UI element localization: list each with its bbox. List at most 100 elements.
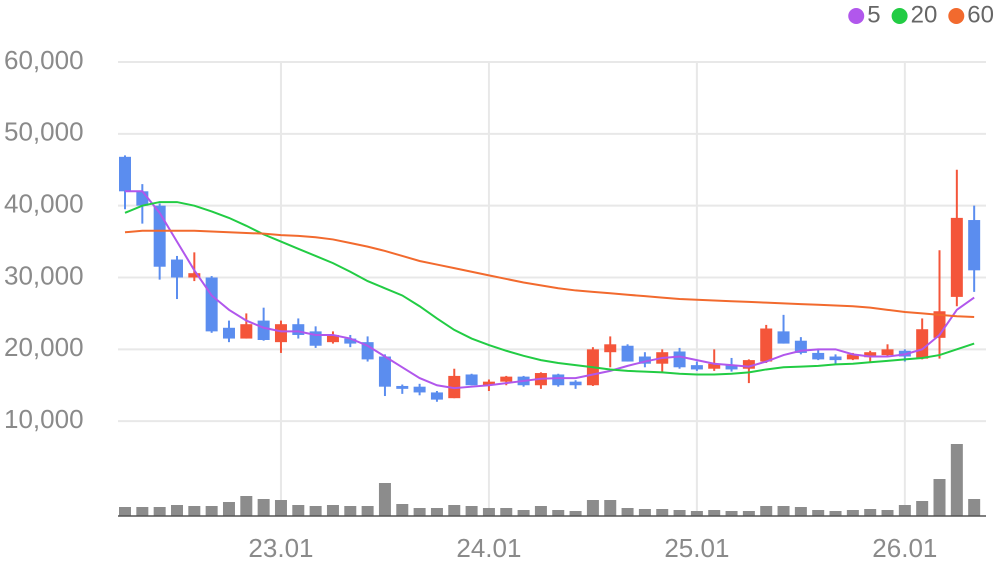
candle-body	[413, 386, 426, 393]
candle-body	[257, 320, 270, 340]
candle-body	[170, 259, 183, 278]
candle-body	[153, 205, 166, 267]
candle-body	[326, 334, 339, 343]
x-tick-label: 24.01	[456, 533, 521, 563]
volume-bar	[760, 506, 773, 516]
volume-bar	[292, 505, 305, 516]
volume-bar	[829, 511, 842, 516]
volume-bar	[638, 509, 651, 516]
volume-bar	[517, 510, 530, 516]
x-tick-label: 23.01	[248, 533, 313, 563]
volume-bar	[500, 508, 513, 516]
candle-body	[465, 374, 478, 386]
volume-bar	[119, 507, 131, 516]
volume-bar	[413, 508, 426, 516]
candle-body	[448, 375, 461, 399]
candle-body	[673, 351, 686, 368]
candle-body	[292, 324, 305, 335]
legend-marker	[848, 8, 865, 24]
volume-bar	[448, 505, 461, 516]
volume-bar	[465, 506, 478, 516]
volume-bar	[326, 505, 339, 516]
y-tick-label: 10,000	[4, 404, 84, 434]
candle-body	[812, 352, 825, 360]
candle-body	[188, 273, 201, 278]
volume-bar	[153, 507, 166, 516]
y-tick-label: 60,000	[4, 45, 84, 75]
volume-bar	[881, 510, 894, 516]
candle-body	[881, 349, 894, 356]
volume-bar	[534, 506, 547, 516]
volume-bar	[309, 506, 322, 516]
candle-body	[205, 277, 218, 332]
volume-bar	[569, 511, 582, 516]
candle-body	[950, 217, 963, 297]
volume-bar	[673, 510, 686, 516]
volume-bar	[482, 508, 495, 516]
candle-body	[864, 352, 877, 358]
legend-label: 5	[867, 1, 880, 28]
candle-body	[430, 392, 443, 400]
legend-marker	[948, 8, 965, 24]
volume-bar	[933, 479, 946, 516]
volume-bar	[430, 508, 443, 516]
ma-line	[124, 201, 975, 376]
volume-bar	[708, 510, 721, 516]
volume-bar	[274, 500, 287, 516]
candle-body	[690, 365, 703, 370]
volume-bar	[222, 502, 235, 516]
volume-bar	[656, 509, 669, 516]
x-tick-label: 25.01	[664, 533, 729, 563]
volume-bar	[864, 509, 877, 516]
volume-bar	[742, 511, 755, 516]
volume-bar	[725, 511, 738, 516]
volume-bar	[916, 501, 929, 516]
volume-bar	[586, 500, 599, 516]
candle-body	[725, 365, 738, 370]
candle-body	[222, 327, 235, 339]
volume-bar	[257, 499, 270, 516]
y-tick-label: 20,000	[4, 332, 84, 362]
candle-body	[916, 329, 929, 359]
candle-body	[621, 345, 634, 362]
candle-body	[274, 324, 287, 343]
legend-marker	[891, 8, 908, 24]
ma-line	[125, 190, 975, 390]
candle-body	[742, 360, 755, 369]
candle-body	[482, 381, 495, 386]
candle-body	[378, 356, 391, 387]
candle-body	[638, 356, 651, 364]
volume-bar	[812, 510, 825, 516]
candle-body	[708, 363, 721, 369]
volume-bar	[794, 507, 807, 516]
candle-body	[240, 324, 253, 339]
candle-body	[968, 220, 981, 271]
volume-bar	[188, 506, 201, 516]
candle-body	[500, 376, 513, 382]
volume-bar	[690, 511, 703, 516]
legend-label: 20	[911, 1, 938, 28]
ma-line	[124, 229, 975, 319]
candle-body	[552, 374, 565, 386]
volume-bar	[777, 506, 790, 516]
candle-body	[396, 385, 409, 389]
candle-body	[569, 381, 582, 386]
candle-body	[760, 328, 773, 362]
volume-bar	[846, 510, 859, 516]
candle-body	[777, 331, 790, 344]
legend-label: 60	[967, 1, 994, 28]
x-tick-label: 26.01	[872, 533, 937, 563]
y-tick-label: 40,000	[4, 189, 84, 219]
volume-bar	[552, 510, 565, 516]
y-tick-label: 30,000	[4, 260, 84, 290]
volume-bar	[950, 444, 963, 516]
candle-body	[119, 156, 131, 192]
volume-bar	[240, 496, 253, 516]
volume-bar	[136, 507, 149, 516]
volume-bar	[378, 483, 391, 516]
volume-bar	[604, 500, 617, 516]
volume-bar	[621, 508, 634, 516]
candle-body	[136, 191, 149, 206]
candle-body	[604, 344, 617, 353]
